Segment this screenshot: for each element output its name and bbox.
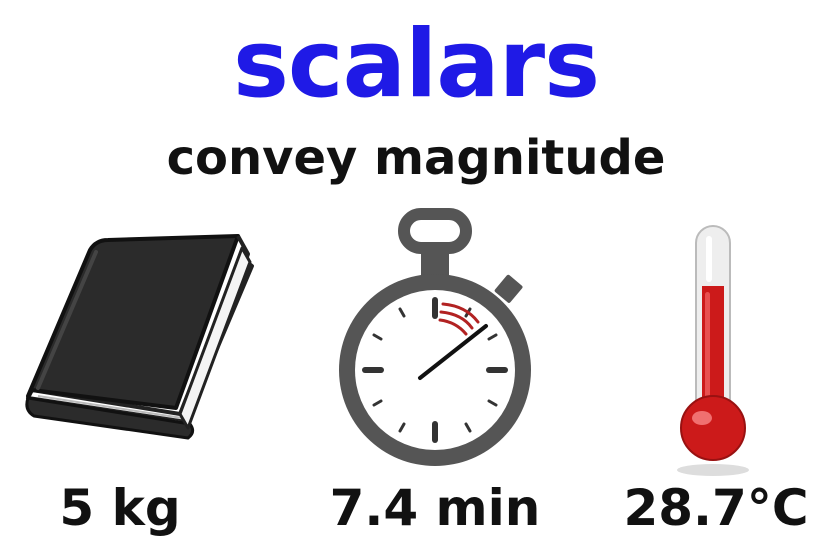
book-icon [25, 234, 254, 440]
temperature-value-label: 28.7°C [623, 479, 809, 537]
thermometer-icon [677, 225, 749, 476]
stopwatch-icon [339, 208, 531, 466]
time-value-label: 7.4 min [329, 479, 541, 537]
slide-subtitle: convey magnitude [166, 130, 666, 186]
slide-title: scalars [232, 10, 600, 119]
mass-value-label: 5 kg [59, 479, 181, 537]
